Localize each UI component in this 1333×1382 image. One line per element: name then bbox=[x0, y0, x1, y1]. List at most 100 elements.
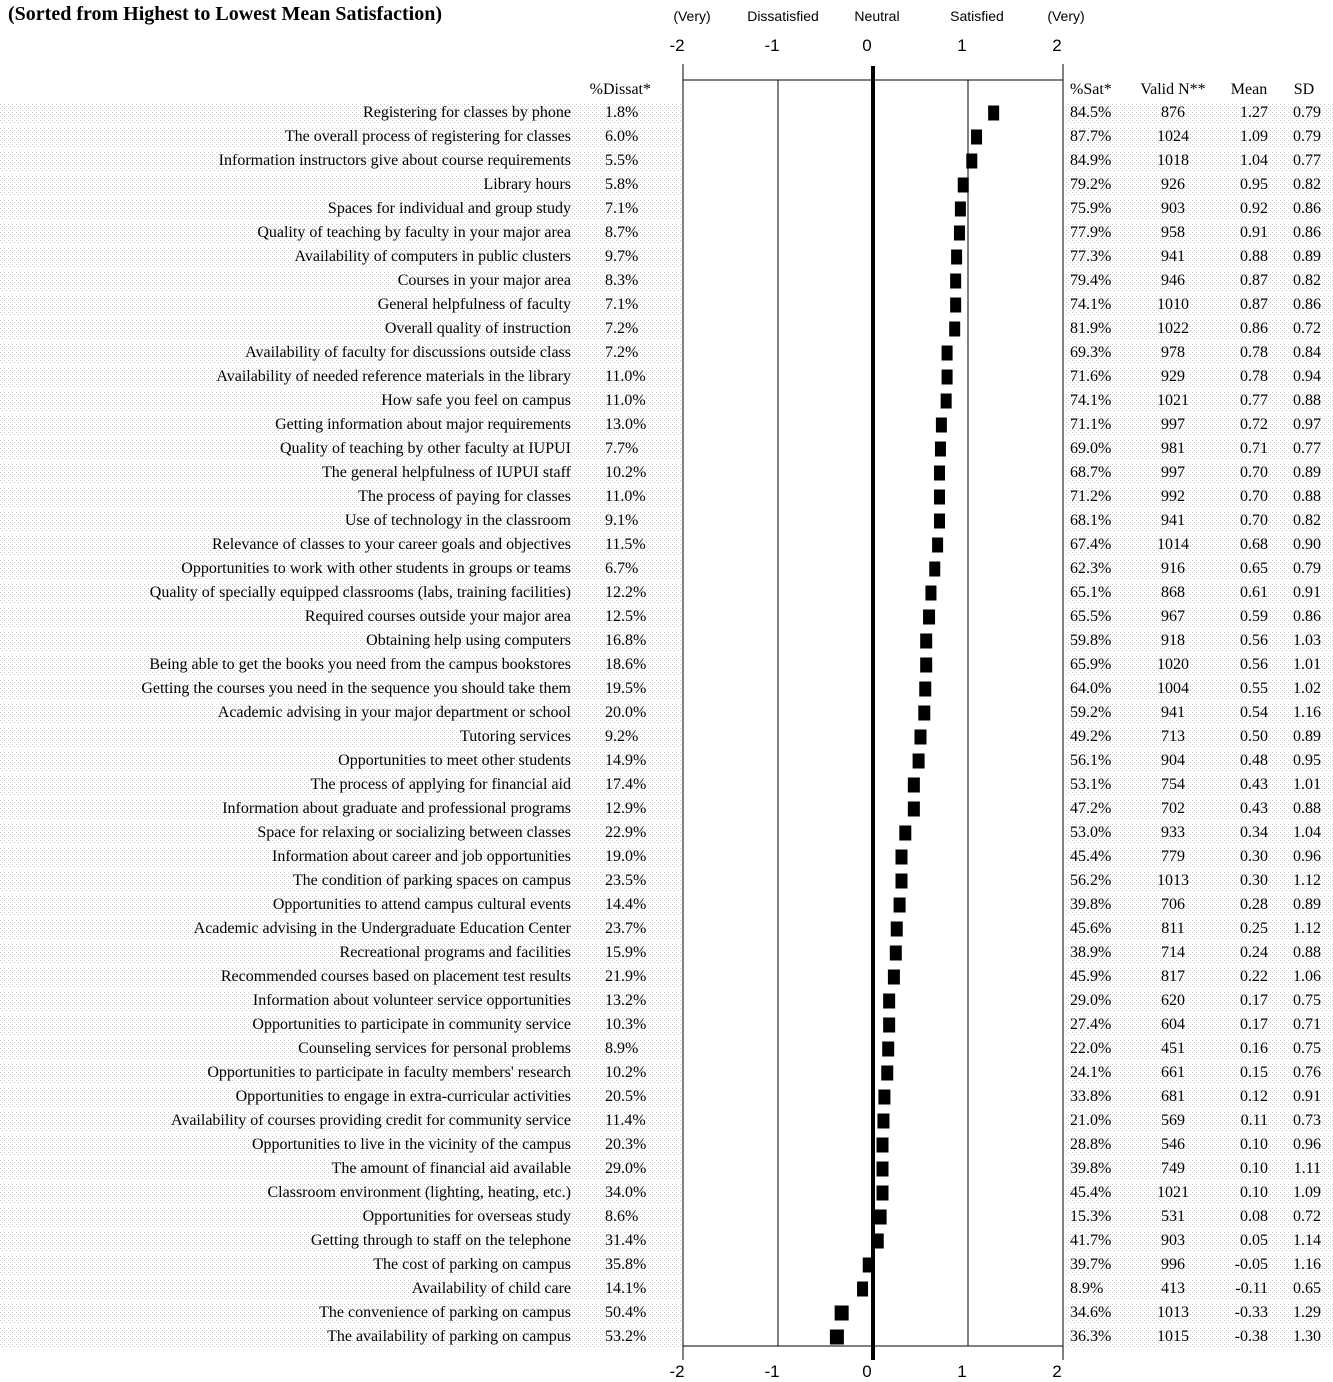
mean-value: 1.09 bbox=[1240, 128, 1268, 145]
mean-marker bbox=[878, 1090, 890, 1105]
valid-n-value: 1022 bbox=[1157, 320, 1189, 337]
valid-n-value: 749 bbox=[1161, 1160, 1185, 1177]
dissat-value: 8.9% bbox=[605, 1040, 638, 1057]
mean-marker bbox=[955, 202, 966, 217]
x-tick-label-bottom: -2 bbox=[669, 1362, 684, 1381]
mean-marker bbox=[830, 1330, 844, 1345]
mean-marker bbox=[872, 1234, 884, 1249]
sat-value: 28.8% bbox=[1070, 1136, 1111, 1153]
valid-n-value: 933 bbox=[1161, 824, 1185, 841]
dissat-value: 29.0% bbox=[605, 1160, 646, 1177]
sat-value: 79.2% bbox=[1070, 176, 1111, 193]
mean-marker bbox=[929, 562, 940, 577]
mean-marker bbox=[942, 346, 953, 361]
sd-value: 0.82 bbox=[1293, 272, 1321, 289]
mean-marker bbox=[920, 658, 932, 673]
mean-value: -0.38 bbox=[1235, 1328, 1268, 1345]
row-label: Library hours bbox=[483, 176, 571, 193]
sd-value: 0.94 bbox=[1293, 368, 1321, 385]
row-label: The general helpfulness of IUPUI staff bbox=[322, 464, 572, 481]
x-tick-label-bottom: 0 bbox=[862, 1362, 871, 1381]
sat-value: 64.0% bbox=[1070, 680, 1111, 697]
mean-marker bbox=[971, 130, 982, 145]
sd-value: 0.77 bbox=[1293, 152, 1321, 169]
mean-value: 0.68 bbox=[1240, 536, 1268, 553]
mean-value: 0.86 bbox=[1240, 320, 1268, 337]
sd-value: 1.03 bbox=[1293, 632, 1321, 649]
dissat-value: 20.3% bbox=[605, 1136, 646, 1153]
column-header-sd: SD bbox=[1294, 81, 1314, 98]
dissat-value: 12.5% bbox=[605, 608, 646, 625]
sat-value: 69.0% bbox=[1070, 440, 1111, 457]
dissat-value: 20.5% bbox=[605, 1088, 646, 1105]
mean-value: 0.70 bbox=[1240, 512, 1268, 529]
sd-value: 1.29 bbox=[1293, 1304, 1321, 1321]
sat-value: 45.9% bbox=[1070, 968, 1111, 985]
sd-value: 0.77 bbox=[1293, 440, 1321, 457]
valid-n-value: 941 bbox=[1161, 704, 1185, 721]
mean-value: 0.24 bbox=[1240, 944, 1268, 961]
mean-value: 0.70 bbox=[1240, 488, 1268, 505]
valid-n-value: 929 bbox=[1161, 368, 1185, 385]
row-label: The availability of parking on campus bbox=[327, 1328, 571, 1345]
sd-value: 0.89 bbox=[1293, 728, 1321, 745]
mean-value: 0.10 bbox=[1240, 1160, 1268, 1177]
sat-value: 29.0% bbox=[1070, 992, 1111, 1009]
row-label: Opportunities to participate in communit… bbox=[252, 1016, 571, 1033]
mean-marker bbox=[954, 226, 965, 241]
row-label: Tutoring services bbox=[460, 728, 571, 745]
dissat-value: 6.0% bbox=[605, 128, 638, 145]
sd-value: 0.90 bbox=[1293, 536, 1321, 553]
sd-value: 1.12 bbox=[1293, 920, 1321, 937]
column-header-valid-n: Valid N** bbox=[1140, 81, 1205, 98]
row-label: Academic advising in the Undergraduate E… bbox=[194, 920, 572, 937]
mean-value: 0.34 bbox=[1240, 824, 1268, 841]
sat-value: 67.4% bbox=[1070, 536, 1111, 553]
sat-value: 59.2% bbox=[1070, 704, 1111, 721]
row-label: The overall process of registering for c… bbox=[285, 128, 571, 145]
mean-marker bbox=[881, 1066, 893, 1081]
row-label: Spaces for individual and group study bbox=[328, 200, 571, 217]
mean-marker bbox=[877, 1186, 889, 1201]
mean-value: 0.54 bbox=[1240, 704, 1268, 721]
sd-value: 1.30 bbox=[1293, 1328, 1321, 1345]
mean-value: 0.05 bbox=[1240, 1232, 1268, 1249]
dissat-value: 50.4% bbox=[605, 1304, 646, 1321]
x-tick-label-top: -1 bbox=[764, 36, 779, 55]
mean-value: 0.91 bbox=[1240, 224, 1268, 241]
x-tick-label-bottom: 1 bbox=[957, 1362, 966, 1381]
mean-marker bbox=[934, 514, 945, 529]
valid-n-value: 706 bbox=[1161, 896, 1185, 913]
valid-n-value: 903 bbox=[1161, 1232, 1185, 1249]
row-label: How safe you feel on campus bbox=[381, 392, 571, 409]
x-tick-label-top: 1 bbox=[957, 36, 966, 55]
sat-value: 68.7% bbox=[1070, 464, 1111, 481]
row-label: Recreational programs and facilities bbox=[340, 944, 571, 961]
mean-marker bbox=[875, 1210, 887, 1225]
dissat-value: 8.6% bbox=[605, 1208, 638, 1225]
row-band-left bbox=[0, 295, 681, 315]
mean-marker bbox=[883, 1018, 895, 1033]
mean-value: 0.25 bbox=[1240, 920, 1268, 937]
sd-value: 0.88 bbox=[1293, 800, 1321, 817]
dissat-value: 7.2% bbox=[605, 344, 638, 361]
row-label: Counseling services for personal problem… bbox=[298, 1040, 571, 1057]
row-label: Availability of courses providing credit… bbox=[171, 1112, 571, 1129]
sd-value: 0.71 bbox=[1293, 1016, 1321, 1033]
mean-value: -0.05 bbox=[1235, 1256, 1268, 1273]
valid-n-value: 1015 bbox=[1157, 1328, 1189, 1345]
sat-value: 77.3% bbox=[1070, 248, 1111, 265]
valid-n-value: 1024 bbox=[1157, 128, 1189, 145]
row-label: Opportunities to meet other students bbox=[338, 752, 571, 769]
valid-n-value: 1018 bbox=[1157, 152, 1189, 169]
sat-value: 15.3% bbox=[1070, 1208, 1111, 1225]
sat-value: 22.0% bbox=[1070, 1040, 1111, 1057]
row-label: Opportunities to engage in extra-curricu… bbox=[236, 1088, 571, 1105]
mean-value: 0.28 bbox=[1240, 896, 1268, 913]
mean-marker bbox=[894, 898, 906, 913]
scale-label: Satisfied bbox=[950, 8, 1004, 24]
mean-value: 0.59 bbox=[1240, 608, 1268, 625]
sat-value: 27.4% bbox=[1070, 1016, 1111, 1033]
mean-value: 0.12 bbox=[1240, 1088, 1268, 1105]
dissat-value: 11.0% bbox=[605, 368, 646, 385]
